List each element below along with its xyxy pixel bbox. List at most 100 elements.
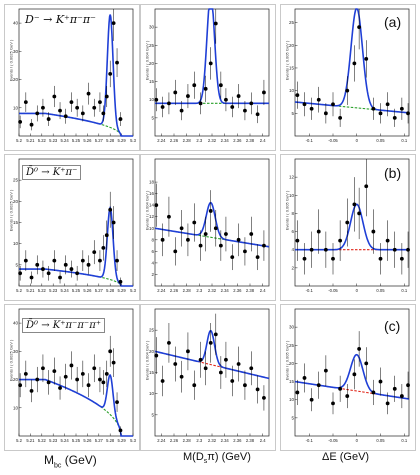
fit-curve <box>154 329 270 380</box>
data-point <box>186 84 190 109</box>
data-marker <box>352 202 357 207</box>
y-tick-label: 10 <box>149 97 155 102</box>
x-tick-label: 5.24 <box>61 438 70 443</box>
x-tick-label: 2.34 <box>221 438 230 443</box>
data-marker <box>198 243 203 248</box>
data-point <box>331 92 335 117</box>
y-tick-label: 25 <box>289 20 295 25</box>
data-marker <box>406 111 410 116</box>
data-point <box>86 373 91 398</box>
y-tick-label: 10 <box>13 241 19 246</box>
y-tick-label: 6 <box>291 229 294 234</box>
row-label-b: (b) <box>384 165 402 181</box>
data-marker <box>255 255 260 260</box>
data-point <box>18 115 23 129</box>
panel-c-2: Events / ( 0.004 GeV ) 5 10 15 20 25 2.24 2.26 2… <box>140 304 276 451</box>
data-point <box>338 108 343 127</box>
data-point <box>92 98 97 117</box>
data-marker <box>316 97 321 102</box>
data-point <box>218 230 223 261</box>
data-marker <box>63 262 68 267</box>
data-marker <box>243 249 247 254</box>
data-marker <box>186 237 190 242</box>
y-tick-label: 4 <box>291 247 294 252</box>
x-tick-label: 2.38 <box>246 138 255 143</box>
data-marker <box>316 383 321 388</box>
panel-b-2: Events / ( 0.004 GeV ) 2 4 6 8 10 12 14 16 18 2.24… <box>140 154 276 301</box>
data-marker <box>35 111 40 116</box>
data-marker <box>399 256 404 261</box>
data-point <box>108 335 113 367</box>
x-title-mbc: Mbc (GeV) <box>44 453 97 469</box>
data-marker <box>98 100 102 105</box>
data-point <box>75 366 80 393</box>
x-tick-label: 0.05 <box>376 288 385 293</box>
data-point <box>198 341 203 378</box>
data-point <box>208 190 213 232</box>
plot-frame <box>294 158 410 287</box>
data-point <box>316 86 321 113</box>
y-tick-label: 20 <box>149 349 155 354</box>
data-marker <box>173 90 178 95</box>
data-point <box>173 346 178 382</box>
x-tick-label: 2.36 <box>233 288 242 293</box>
data-marker <box>115 400 119 405</box>
data-marker <box>41 105 45 110</box>
data-marker <box>167 101 171 106</box>
panel-a-1: Events / ( 0.0025 GeV ) 10 20 30 40 5.2 5.21 5.… <box>4 4 140 151</box>
data-point <box>345 76 350 105</box>
data-marker <box>101 380 106 385</box>
data-point <box>29 379 34 403</box>
data-marker <box>331 256 335 261</box>
data-marker <box>69 267 74 271</box>
data-marker <box>58 108 62 113</box>
data-point <box>101 370 106 395</box>
data-marker <box>203 86 208 91</box>
data-point <box>69 92 74 112</box>
data-marker <box>118 279 123 284</box>
data-marker <box>29 122 34 127</box>
process-label-a: D⁻ → K⁺π⁻π⁻ <box>25 13 96 26</box>
data-point <box>371 209 376 254</box>
data-marker <box>86 262 91 267</box>
data-point <box>18 265 23 281</box>
data-point <box>236 346 241 382</box>
x-tick-label: 5.2 <box>16 288 22 293</box>
data-marker <box>224 97 228 102</box>
data-point <box>41 354 45 383</box>
process-label-c: D̄⁰ → K⁺π⁻π⁻π⁺ <box>22 318 106 333</box>
data-marker <box>385 401 390 406</box>
data-point <box>46 370 51 395</box>
data-point <box>213 313 218 356</box>
data-point <box>154 183 159 227</box>
x-tick-label: 2.28 <box>183 138 192 143</box>
data-point <box>198 92 203 115</box>
y-tick-label: 25 <box>13 178 19 183</box>
x-tick-label: 2.34 <box>221 288 230 293</box>
data-point <box>167 196 171 237</box>
data-marker <box>63 374 68 379</box>
y-tick-label: 18 <box>149 180 155 185</box>
data-point <box>52 250 57 271</box>
data-marker <box>392 115 397 120</box>
data-marker <box>101 111 106 116</box>
y-tick-label: 16 <box>149 191 155 196</box>
data-point <box>378 367 383 396</box>
data-point <box>295 220 300 261</box>
y-tick-label: 15 <box>289 65 295 70</box>
data-marker <box>35 262 40 267</box>
x-tick-label: 0 <box>356 288 359 293</box>
data-marker <box>262 90 266 95</box>
data-marker <box>249 101 254 106</box>
x-tick-label: 0.1 <box>401 288 407 293</box>
data-point <box>357 187 362 240</box>
data-marker <box>371 390 376 395</box>
data-marker <box>357 211 362 216</box>
data-marker <box>160 237 165 242</box>
data-point <box>173 237 178 266</box>
data-point <box>104 360 109 388</box>
data-marker <box>243 383 247 388</box>
data-point <box>331 392 335 415</box>
data-marker <box>262 243 266 248</box>
